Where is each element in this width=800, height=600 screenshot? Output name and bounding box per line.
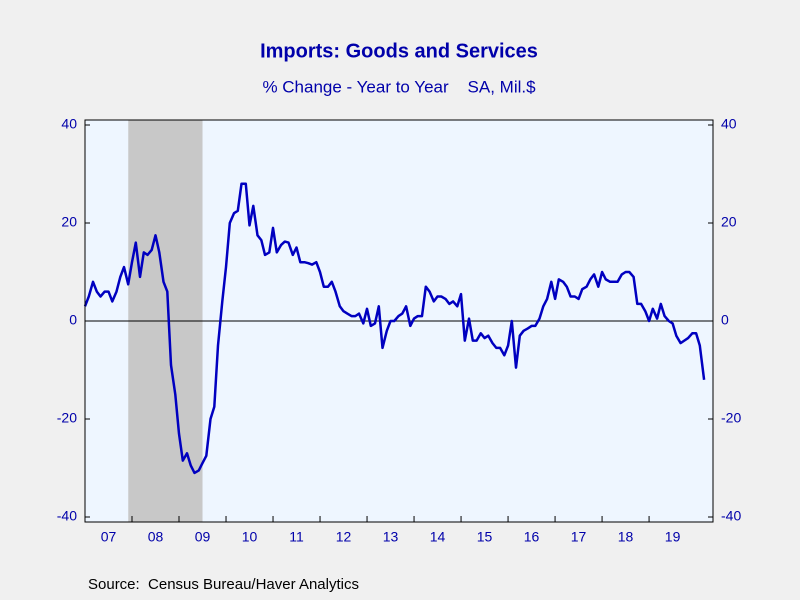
- x-tick-label: 19: [665, 529, 681, 545]
- plot-border: [84, 119, 714, 523]
- x-tick-label: 07: [101, 529, 117, 545]
- data-line: [83, 182, 706, 475]
- chart-subtitle: % Change - Year to Year SA, Mil.$: [262, 77, 536, 96]
- x-tick-label: 08: [148, 529, 164, 545]
- source: Source: Census Bureau/Haver Analytics: [88, 576, 359, 593]
- y2-tick-label: -40: [721, 508, 741, 524]
- y2-tick-label: 40: [721, 116, 737, 132]
- x-tick-label: 14: [430, 529, 446, 545]
- y-tick-label: 40: [61, 116, 77, 132]
- y-tick-label: 0: [69, 312, 77, 328]
- x-tick-label: 15: [477, 529, 493, 545]
- x-tick-label: 16: [524, 529, 540, 545]
- y2-tick-label: 20: [721, 214, 737, 230]
- y-tick-label: -40: [57, 508, 77, 524]
- x-tick-label: 11: [289, 529, 304, 545]
- y-tick-label: 20: [61, 214, 77, 230]
- x-tick-label: 10: [242, 529, 258, 545]
- x-tick-label: 17: [571, 529, 587, 545]
- x-tick-label: 18: [618, 529, 634, 545]
- y-tick-label: -20: [57, 410, 77, 426]
- x-tick-label: 09: [195, 529, 211, 545]
- x-tick-label: 13: [383, 529, 399, 545]
- y2-tick-label: 0: [721, 312, 729, 328]
- chart-title: Imports: Goods and Services: [260, 40, 538, 62]
- y2-tick-label: -20: [721, 410, 741, 426]
- x-tick-label: 12: [336, 529, 352, 545]
